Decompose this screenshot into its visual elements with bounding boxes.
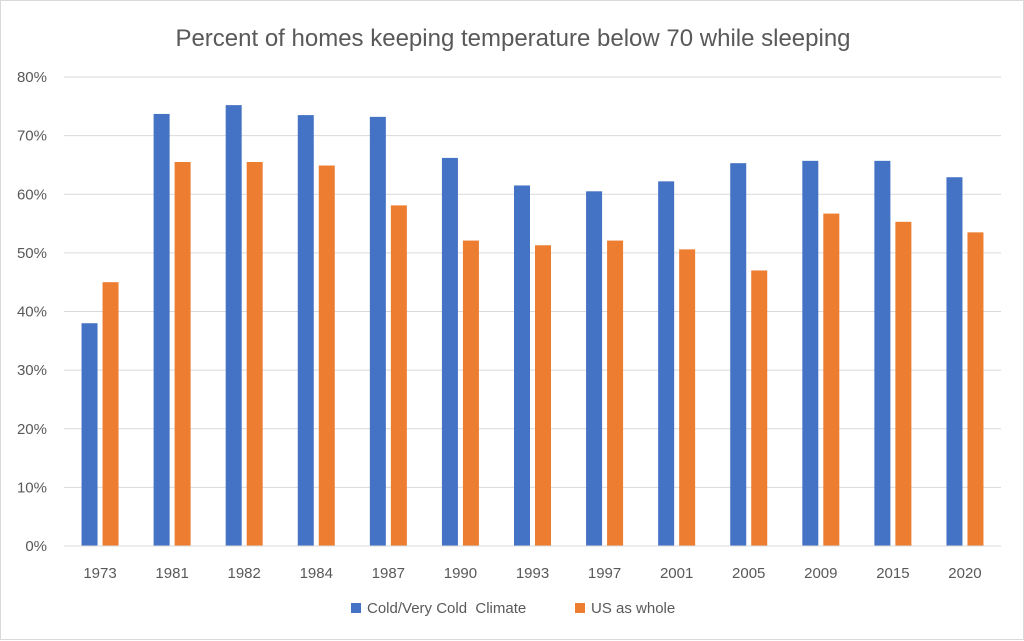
bar-cold-climate-2015 [874,160,891,547]
bar-cold-climate-1993 [514,185,530,547]
bar-us-whole-1982 [246,162,263,546]
x-tick-label: 2009 [804,565,837,582]
y-tick-label: 60% [17,186,47,203]
bar-cold-climate-1984 [297,115,314,546]
x-tick-label: 2015 [876,565,909,582]
y-tick-label: 50% [17,245,47,262]
x-tick-label: 1981 [155,565,188,582]
x-tick-label: 1987 [372,565,405,582]
x-tick-label: 1990 [444,565,477,582]
x-tick-label: 1973 [83,565,116,582]
bar-us-whole-1990 [462,240,479,546]
bar-us-whole-2015 [895,221,912,546]
y-tick-label: 40% [17,304,47,321]
bar-us-whole-2009 [823,213,840,546]
bar-us-whole-2005 [751,270,768,546]
legend-swatch-cold-climate [351,603,361,613]
bar-cold-climate-1982 [225,105,242,546]
bar-us-whole-2020 [967,232,984,546]
bar-cold-climate-1987 [369,116,386,547]
y-tick-label: 30% [17,362,47,379]
y-tick-label: 10% [17,479,47,496]
bar-cold-climate-2001 [658,181,675,547]
legend-label-us-whole: US as whole [591,600,675,617]
bar-us-whole-1997 [607,240,624,546]
bar-cold-climate-1973 [81,323,98,546]
x-tick-label: 1993 [516,565,549,582]
x-axis-tick-labels: 1973 1981 1982 1984 1987 1990 1993 1997 2001 2005… [83,565,981,582]
y-axis-tick-labels: 0% 10% 20% 30% 40% 50% 60% 70% 80% [17,69,47,555]
chart-title: Percent of homes keeping temperature bel… [175,25,850,52]
bar-us-whole-1984 [318,165,335,546]
legend-swatch-us-whole [575,603,585,613]
y-tick-label: 0% [25,538,47,555]
bar-cold-climate-2009 [802,160,819,547]
bars [81,105,984,547]
bar-us-whole-1973 [102,282,119,546]
x-tick-label: 2020 [948,565,981,582]
bar-cold-climate-1990 [441,157,458,546]
x-tick-label: 1984 [300,565,333,582]
bar-cold-climate-1981 [153,113,170,546]
legend-label-cold-climate: Cold/Very Cold Climate [367,600,526,617]
y-tick-label: 20% [17,421,47,438]
x-tick-label: 1982 [228,565,261,582]
bar-us-whole-1987 [390,205,407,547]
bar-us-whole-1993 [535,245,551,546]
bar-us-whole-1981 [174,162,191,546]
gridlines [64,76,1001,488]
legend: Cold/Very Cold Climate US as whole [351,600,675,617]
x-tick-label: 1997 [588,565,621,582]
x-tick-label: 2001 [660,565,693,582]
bar-us-whole-2001 [679,249,696,547]
bar-cold-climate-1997 [586,191,603,546]
bar-cold-climate-2020 [946,177,963,546]
x-tick-label: 2005 [732,565,765,582]
bar-cold-climate-2005 [730,163,747,546]
y-tick-label: 70% [17,128,47,145]
y-tick-label: 80% [17,69,47,86]
